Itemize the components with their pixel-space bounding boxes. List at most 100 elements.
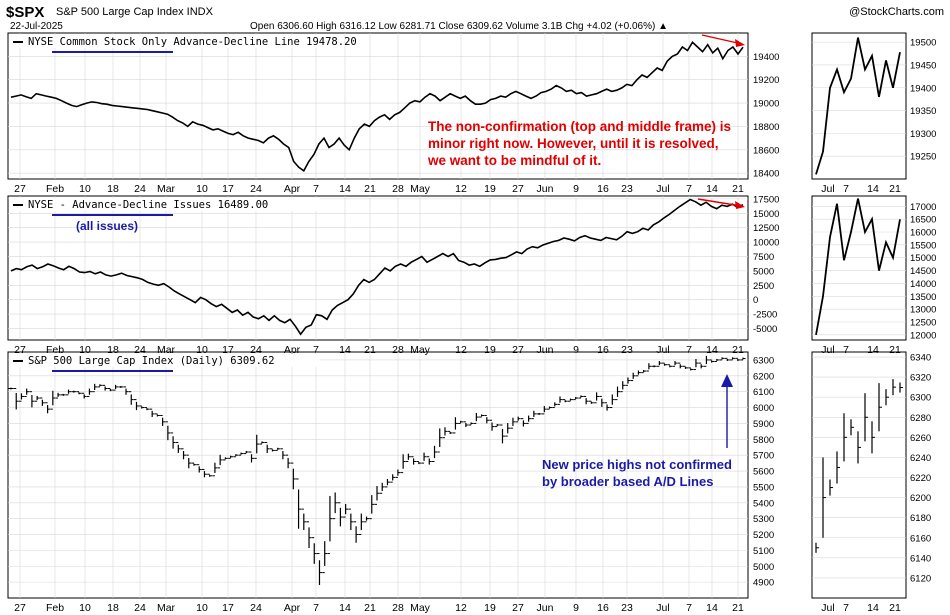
x-tick-label: Jun [537, 602, 554, 614]
x-tick-label: 23 [621, 602, 633, 614]
brand-label: @StockCharts.com [849, 6, 944, 18]
y-tick-label: 0 [753, 295, 758, 306]
zoom-series-line-1 [815, 198, 901, 336]
panel-frame-2 [7, 351, 749, 599]
y-tick-label: 18400 [753, 169, 779, 180]
x-tick-label: 16 [597, 344, 609, 356]
zoom-frame-2 [811, 351, 907, 599]
y-tick-label: 5800 [753, 435, 774, 446]
x-tick-label: 19 [484, 183, 496, 195]
y-tick-label: 6300 [753, 355, 774, 366]
panel-title-1: NYSE - Advance-Decline Issues 16489.00 [28, 199, 268, 211]
x-tick-label: 18 [107, 602, 119, 614]
zoom-y-tick-label: 17000 [910, 202, 936, 213]
panel-title-2: S&P 500 Large Cap Index (Daily) 6309.62 [28, 355, 275, 367]
zoom-y-tick-label: 16000 [910, 228, 936, 239]
y-tick-label: 5100 [753, 546, 774, 557]
x-tick-label: 18 [107, 344, 119, 356]
zoom-x-tick-label: 7 [843, 344, 849, 356]
nonconfirm-arrowhead-middle [735, 201, 745, 209]
x-tick-label: 10 [79, 602, 91, 614]
x-tick-label: Feb [46, 602, 64, 614]
x-tick-label: 10 [196, 183, 208, 195]
x-tick-label: Jun [537, 344, 554, 356]
legend-bg-1 [10, 198, 320, 211]
zoom-x-tick-label: 14 [867, 602, 879, 614]
x-tick-label: 24 [134, 602, 146, 614]
nonconfirm-arrow-top [701, 34, 743, 45]
zoom-y-tick-label: 6240 [910, 453, 931, 464]
x-tick-label: Jul [656, 183, 669, 195]
y-tick-label: 18600 [753, 145, 779, 156]
symbol-label: $SPX [6, 4, 45, 21]
x-tick-label: Jun [537, 183, 554, 195]
zoom-y-tick-label: 13500 [910, 292, 936, 303]
zoom-y-tick-label: 6280 [910, 413, 931, 424]
y-tick-label: 19400 [753, 52, 779, 63]
y-tick-label: 15000 [753, 209, 779, 220]
zoom-y-tick-label: 6200 [910, 493, 931, 504]
zoom-series-line-0 [815, 37, 901, 175]
x-tick-label: 23 [621, 344, 633, 356]
x-tick-label: 7 [686, 183, 692, 195]
x-tick-label: Apr [284, 602, 301, 614]
y-tick-label: 6100 [753, 387, 774, 398]
zoom-y-tick-label: 19250 [910, 152, 936, 163]
x-tick-label: 10 [196, 344, 208, 356]
zoom-x-tick-label: Jul [821, 183, 834, 195]
y-tick-label: 5300 [753, 514, 774, 525]
zoom-y-tick-label: 19300 [910, 129, 936, 140]
x-tick-label: 28 [392, 602, 404, 614]
y-tick-label: -5000 [753, 324, 777, 335]
y-tick-label: 5500 [753, 482, 774, 493]
zoom-y-tick-label: 6260 [910, 433, 931, 444]
y-tick-label: 2500 [753, 281, 774, 292]
x-tick-label: 18 [107, 183, 119, 195]
y-tick-label: 5000 [753, 266, 774, 277]
x-tick-label: 16 [597, 183, 609, 195]
zoom-y-tick-label: 19500 [910, 38, 936, 49]
x-tick-label: 10 [79, 183, 91, 195]
zoom-y-tick-label: 12000 [910, 330, 936, 341]
x-tick-label: Apr [284, 183, 301, 195]
zoom-x-tick-label: 7 [843, 602, 849, 614]
zoom-y-tick-label: 19450 [910, 60, 936, 71]
x-tick-label: Jul [656, 602, 669, 614]
x-tick-label: May [410, 344, 431, 356]
zoom-x-tick-label: 21 [889, 344, 901, 356]
x-tick-label: 21 [364, 602, 376, 614]
x-tick-label: Jul [656, 344, 669, 356]
x-tick-label: 27 [512, 602, 524, 614]
x-tick-label: 14 [339, 344, 351, 356]
zoom-y-tick-label: 6140 [910, 553, 931, 564]
x-tick-label: 9 [573, 344, 579, 356]
zoom-y-tick-label: 14500 [910, 266, 936, 277]
y-tick-label: 10000 [753, 238, 779, 249]
x-tick-label: 14 [706, 602, 718, 614]
legend-bg-2 [10, 354, 320, 367]
y-tick-label: 5400 [753, 498, 774, 509]
y-tick-label: 5000 [753, 562, 774, 573]
x-tick-label: 24 [134, 344, 146, 356]
x-tick-label: 14 [339, 602, 351, 614]
x-tick-label: 24 [250, 183, 262, 195]
y-tick-label: 6200 [753, 371, 774, 382]
annotation-bottom: New price highs not confirmed by broader… [542, 457, 732, 489]
x-tick-label: May [410, 602, 431, 614]
x-tick-label: 21 [732, 344, 744, 356]
nonconfirm-arrowhead-top [735, 39, 745, 47]
panel-title-0: NYSE Common Stock Only Advance-Decline L… [28, 36, 357, 48]
series-line-0 [10, 41, 744, 172]
x-tick-label: 21 [364, 183, 376, 195]
x-tick-label: Mar [157, 344, 176, 356]
x-tick-label: 27 [14, 183, 26, 195]
x-tick-label: 19 [484, 602, 496, 614]
zoom-y-tick-label: 15500 [910, 240, 936, 251]
zoom-x-tick-label: Jul [821, 602, 834, 614]
zoom-frame-0 [811, 32, 907, 180]
series-line-1 [10, 198, 744, 336]
y-tick-label: 5900 [753, 419, 774, 430]
x-tick-label: 12 [455, 183, 467, 195]
